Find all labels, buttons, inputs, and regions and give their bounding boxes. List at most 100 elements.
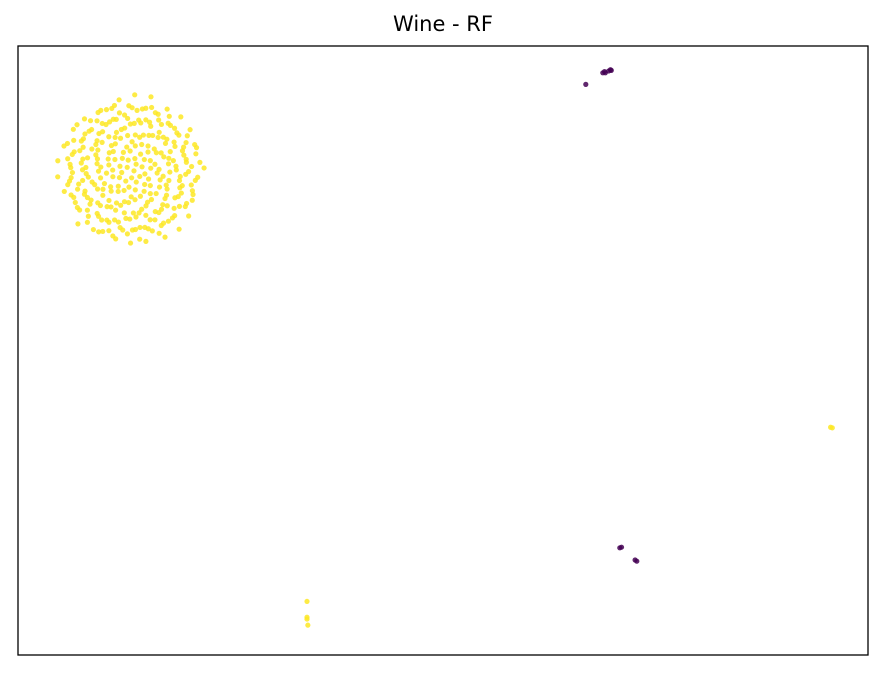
cluster-point (134, 107, 140, 113)
cluster-point (121, 187, 127, 194)
cluster-point (156, 129, 162, 135)
cluster-point (145, 176, 152, 182)
cluster-point (186, 213, 192, 219)
cluster-point (84, 155, 91, 161)
plot-frame (17, 45, 869, 656)
cluster-point (123, 178, 129, 184)
cluster-point (99, 139, 105, 145)
cluster-point (175, 193, 181, 200)
cluster-point (165, 161, 172, 167)
cluster-point (110, 174, 116, 180)
cluster-point (183, 200, 190, 207)
cluster-point (147, 217, 153, 223)
cluster-point (149, 228, 155, 234)
scatter-point (304, 616, 310, 622)
cluster-point (158, 150, 164, 156)
cluster-point (80, 177, 86, 184)
cluster-point (119, 155, 125, 161)
cluster-point (65, 156, 71, 162)
cluster-point (71, 137, 77, 143)
cluster-point (126, 184, 132, 190)
cluster-point (108, 204, 114, 210)
cluster-point (163, 182, 169, 188)
cluster-point (130, 210, 136, 216)
cluster-point (100, 228, 106, 235)
cluster-point (120, 149, 126, 155)
cluster-point (95, 147, 101, 153)
cluster-point (193, 151, 199, 157)
cluster-point (133, 161, 139, 167)
cluster-point (139, 141, 145, 148)
cluster-point (137, 236, 143, 242)
cluster-point (171, 125, 178, 131)
cluster-point (85, 213, 91, 219)
cluster-point (106, 150, 112, 156)
cluster-point (127, 148, 133, 154)
cluster-point (129, 175, 135, 181)
cluster-point (80, 144, 86, 150)
cluster-point (184, 133, 190, 139)
cluster-point (148, 165, 154, 171)
cluster-point (160, 202, 166, 208)
cluster-point (197, 159, 203, 165)
cluster-point (167, 169, 173, 175)
cluster-point (188, 182, 194, 188)
cluster-point (108, 184, 114, 190)
cluster-point (106, 197, 112, 204)
cluster-point (137, 151, 144, 157)
cluster-point (126, 199, 132, 206)
cluster-point (80, 156, 86, 162)
cluster-point (148, 94, 154, 100)
cluster-point (147, 158, 153, 164)
cluster-point (143, 203, 149, 209)
cluster-point (61, 143, 67, 149)
cluster-point (201, 165, 207, 171)
cluster-point (158, 121, 165, 128)
cluster-point (109, 105, 115, 112)
cluster-point (116, 110, 123, 116)
cluster-point (121, 210, 127, 216)
cluster-point (176, 203, 183, 209)
cluster-point (112, 141, 118, 147)
cluster-point (189, 163, 195, 170)
cluster-point (173, 163, 179, 169)
cluster-point (145, 226, 151, 232)
cluster-point (156, 209, 162, 216)
cluster-point (113, 200, 120, 206)
cluster-point (139, 164, 145, 170)
cluster-point (106, 162, 112, 168)
cluster-point (177, 173, 183, 180)
cluster-point (140, 132, 147, 138)
cluster-point (81, 191, 88, 197)
cluster-point (166, 177, 172, 184)
cluster-point (151, 146, 157, 152)
scatter-point (634, 558, 640, 564)
cluster-point (106, 134, 112, 140)
cluster-point (176, 177, 183, 184)
cluster-point (77, 148, 83, 154)
cluster-point (79, 167, 86, 173)
cluster-point (172, 213, 178, 219)
cluster-point (131, 120, 137, 126)
cluster-point (164, 203, 170, 209)
cluster-point (74, 122, 80, 128)
chart-title: Wine - RF (393, 12, 493, 36)
cluster-point (99, 217, 105, 223)
cluster-point (78, 138, 84, 144)
cluster-point (136, 210, 142, 216)
cluster-point (181, 144, 187, 150)
cluster-point (74, 186, 81, 192)
cluster-point (100, 129, 106, 135)
cluster-point (115, 219, 122, 225)
cluster-point (94, 156, 101, 162)
cluster-point (108, 142, 115, 149)
cluster-point (132, 197, 138, 203)
cluster-point (113, 236, 119, 242)
cluster-point (76, 181, 82, 187)
cluster-point (116, 97, 122, 103)
cluster-point (77, 207, 83, 213)
cluster-point (125, 115, 131, 122)
cluster-point (117, 163, 123, 169)
cluster-point (164, 106, 170, 112)
scatter-point (583, 81, 589, 87)
